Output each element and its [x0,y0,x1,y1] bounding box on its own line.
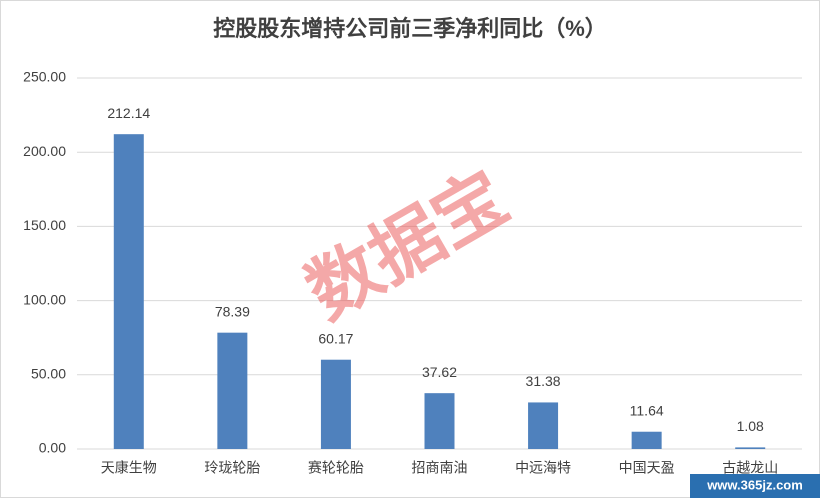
value-label: 11.64 [630,402,664,418]
chart-title: 控股股东增持公司前三季净利同比（%） [213,16,607,41]
bar [528,402,559,449]
value-label: 37.62 [422,364,457,380]
y-tick-label: 250.00 [23,69,66,85]
site-badge: www.365jz.com [706,477,803,492]
bar [217,332,248,449]
value-label: 60.17 [318,330,353,346]
bar [113,134,144,449]
x-tick-label: 中国天盈 [619,460,675,476]
value-label: 1.08 [737,418,764,434]
y-tick-label: 100.00 [23,291,66,307]
y-tick-label: 0.00 [39,440,66,456]
bar [320,359,351,449]
x-tick-label: 赛轮轮胎 [308,460,364,476]
bar [424,393,455,449]
value-label: 31.38 [526,373,561,389]
plot-area: 0.00 50.00 100.00 150.00 200.00 250.00 天康生物 212… [23,69,802,476]
x-tick-label: 招商南油 [412,460,468,476]
value-label: 212.14 [107,105,150,121]
bar [631,431,662,449]
x-tick-label: 中远海特 [515,460,571,476]
y-tick-label: 200.00 [23,143,66,159]
value-label: 78.39 [215,303,250,319]
x-tick-label: 玲珑轮胎 [204,460,260,476]
y-tick-label: 150.00 [23,217,66,233]
x-tick-label: 古越龙山 [722,460,778,476]
y-tick-label: 50.00 [31,366,66,382]
x-tick-label: 天康生物 [101,460,157,476]
badge-bg [690,474,820,498]
bar [735,447,766,449]
